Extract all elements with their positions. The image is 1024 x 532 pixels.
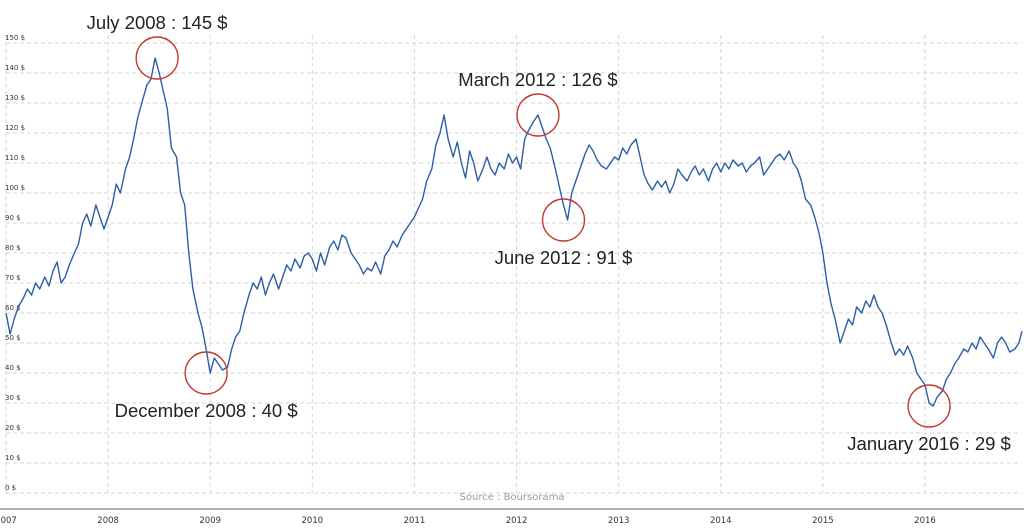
y-tick-label: 20 $ — [5, 424, 21, 432]
y-tick-label: 100 $ — [5, 184, 25, 192]
y-tick-label: 120 $ — [5, 124, 25, 132]
annotation-circle — [135, 36, 179, 80]
annotation-label: December 2008 : 40 $ — [115, 400, 298, 421]
x-tick-label: 2012 — [506, 516, 528, 526]
price-series-line — [5, 57, 1023, 407]
y-tick-label: 70 $ — [5, 274, 21, 282]
x-tick-label: 2011 — [404, 516, 426, 526]
y-tick-label: 0 $ — [5, 484, 16, 492]
annotation-circle — [541, 198, 586, 242]
annotation-label: March 2012 : 126 $ — [458, 69, 617, 90]
y-tick-label: 140 $ — [5, 64, 25, 72]
y-axis-ticks: 0 $ 10 $ 20 $ 30 $ 40 $ 50 $ 60 $ 70 $ 80 $ 90 $ 1… — [5, 34, 25, 492]
annotation-label: June 2012 : 91 $ — [495, 247, 633, 268]
x-tick-label: 2016 — [914, 516, 936, 526]
x-tick-label: 2014 — [710, 516, 732, 526]
annotation-label: July 2008 : 145 $ — [87, 12, 228, 33]
y-tick-label: 110 $ — [5, 154, 25, 162]
y-tick-label: 130 $ — [5, 94, 25, 102]
x-tick-label: 2008 — [97, 516, 119, 526]
annotation-circle — [184, 351, 228, 395]
x-tick-label: 2015 — [812, 516, 834, 526]
x-tick-label: 2007 — [0, 516, 17, 526]
annotation-label: January 2016 : 29 $ — [847, 433, 1011, 454]
annotations-group: July 2008 : 145 $ December 2008 : 40 $ Mar… — [87, 12, 1011, 454]
y-tick-label: 30 $ — [5, 394, 21, 402]
y-tick-label: 60 $ — [5, 304, 21, 312]
y-tick-label: 40 $ — [5, 364, 21, 372]
x-tick-label: 2013 — [608, 516, 630, 526]
x-tick-label: 2009 — [199, 516, 221, 526]
x-axis-ticks: 2007 2008 2009 2010 2011 2012 2013 2014 2015 2016 — [0, 516, 936, 526]
annotation-circle — [516, 93, 560, 137]
source-note: Source : Boursorama — [460, 492, 565, 503]
gridlines — [5, 35, 1022, 494]
annotation-circle — [907, 384, 951, 428]
y-tick-label: 50 $ — [5, 334, 21, 342]
y-tick-label: 150 $ — [5, 34, 25, 42]
y-tick-label: 80 $ — [5, 244, 21, 252]
y-tick-label: 90 $ — [5, 214, 21, 222]
y-tick-label: 10 $ — [5, 454, 21, 462]
x-tick-label: 2010 — [302, 516, 324, 526]
series-group — [5, 57, 1023, 407]
